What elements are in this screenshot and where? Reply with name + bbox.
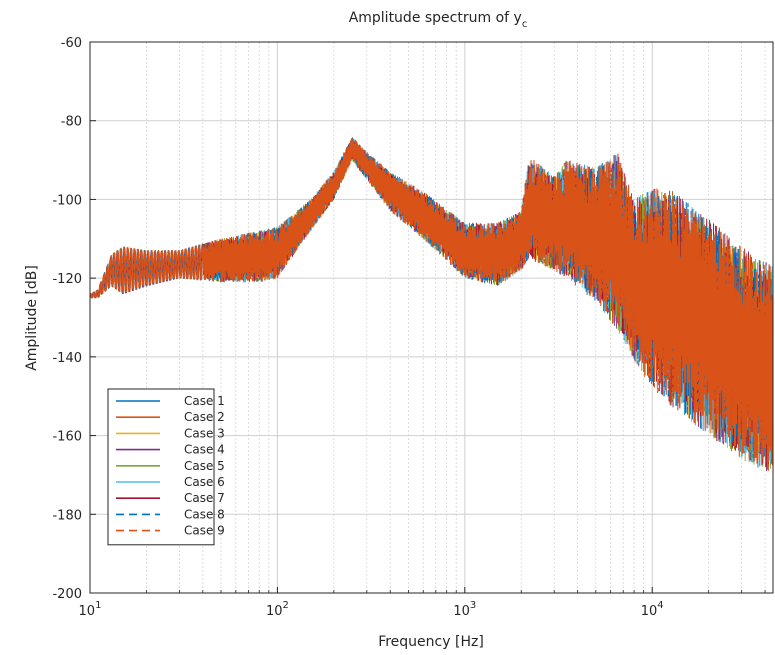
y-tick-label: -180 bbox=[52, 508, 82, 523]
x-tick-label: 103 bbox=[453, 600, 476, 619]
y-tick-label: -80 bbox=[61, 115, 82, 130]
legend-label-case-5: Case 5 bbox=[184, 459, 225, 473]
chart-title: Amplitude spectrum of yc bbox=[349, 10, 528, 30]
y-tick-label: -120 bbox=[52, 272, 82, 287]
x-axis-label: Frequency [Hz] bbox=[378, 634, 484, 650]
legend-label-case-9: Case 9 bbox=[184, 524, 225, 538]
tick-label-layer: 101 102 103 104 -200 -180 -160 -140 -120 -100 -80 -… bbox=[52, 36, 663, 619]
legend-label-case-1: Case 1 bbox=[184, 394, 225, 408]
legend-label-case-7: Case 7 bbox=[184, 491, 225, 505]
legend-label-case-8: Case 8 bbox=[184, 507, 225, 521]
x-tick-label: 104 bbox=[641, 600, 664, 619]
plot-border bbox=[89, 41, 774, 594]
legend: Case 1 Case 2 Case 3 Case 4 Case 5 Case 6 Case… bbox=[107, 388, 225, 546]
y-axis-label: Amplitude [dB] bbox=[24, 265, 40, 371]
series-line-case-2 bbox=[89, 138, 774, 470]
x-tick-label: 102 bbox=[266, 600, 289, 619]
y-tick-label: -60 bbox=[61, 36, 82, 51]
legend-label-case-2: Case 2 bbox=[184, 410, 225, 424]
legend-box bbox=[107, 388, 215, 546]
legend-label-case-6: Case 6 bbox=[184, 475, 225, 489]
legend-label-case-4: Case 4 bbox=[184, 443, 225, 457]
tick-layer bbox=[89, 41, 766, 594]
y-tick-label: -100 bbox=[52, 193, 82, 208]
x-tick-label: 101 bbox=[79, 600, 102, 619]
y-tick-label: -160 bbox=[52, 430, 82, 445]
y-tick-label: -140 bbox=[52, 351, 82, 366]
legend-label-case-3: Case 3 bbox=[184, 426, 225, 440]
y-tick-label: -200 bbox=[52, 587, 82, 602]
series-layer bbox=[89, 137, 774, 473]
